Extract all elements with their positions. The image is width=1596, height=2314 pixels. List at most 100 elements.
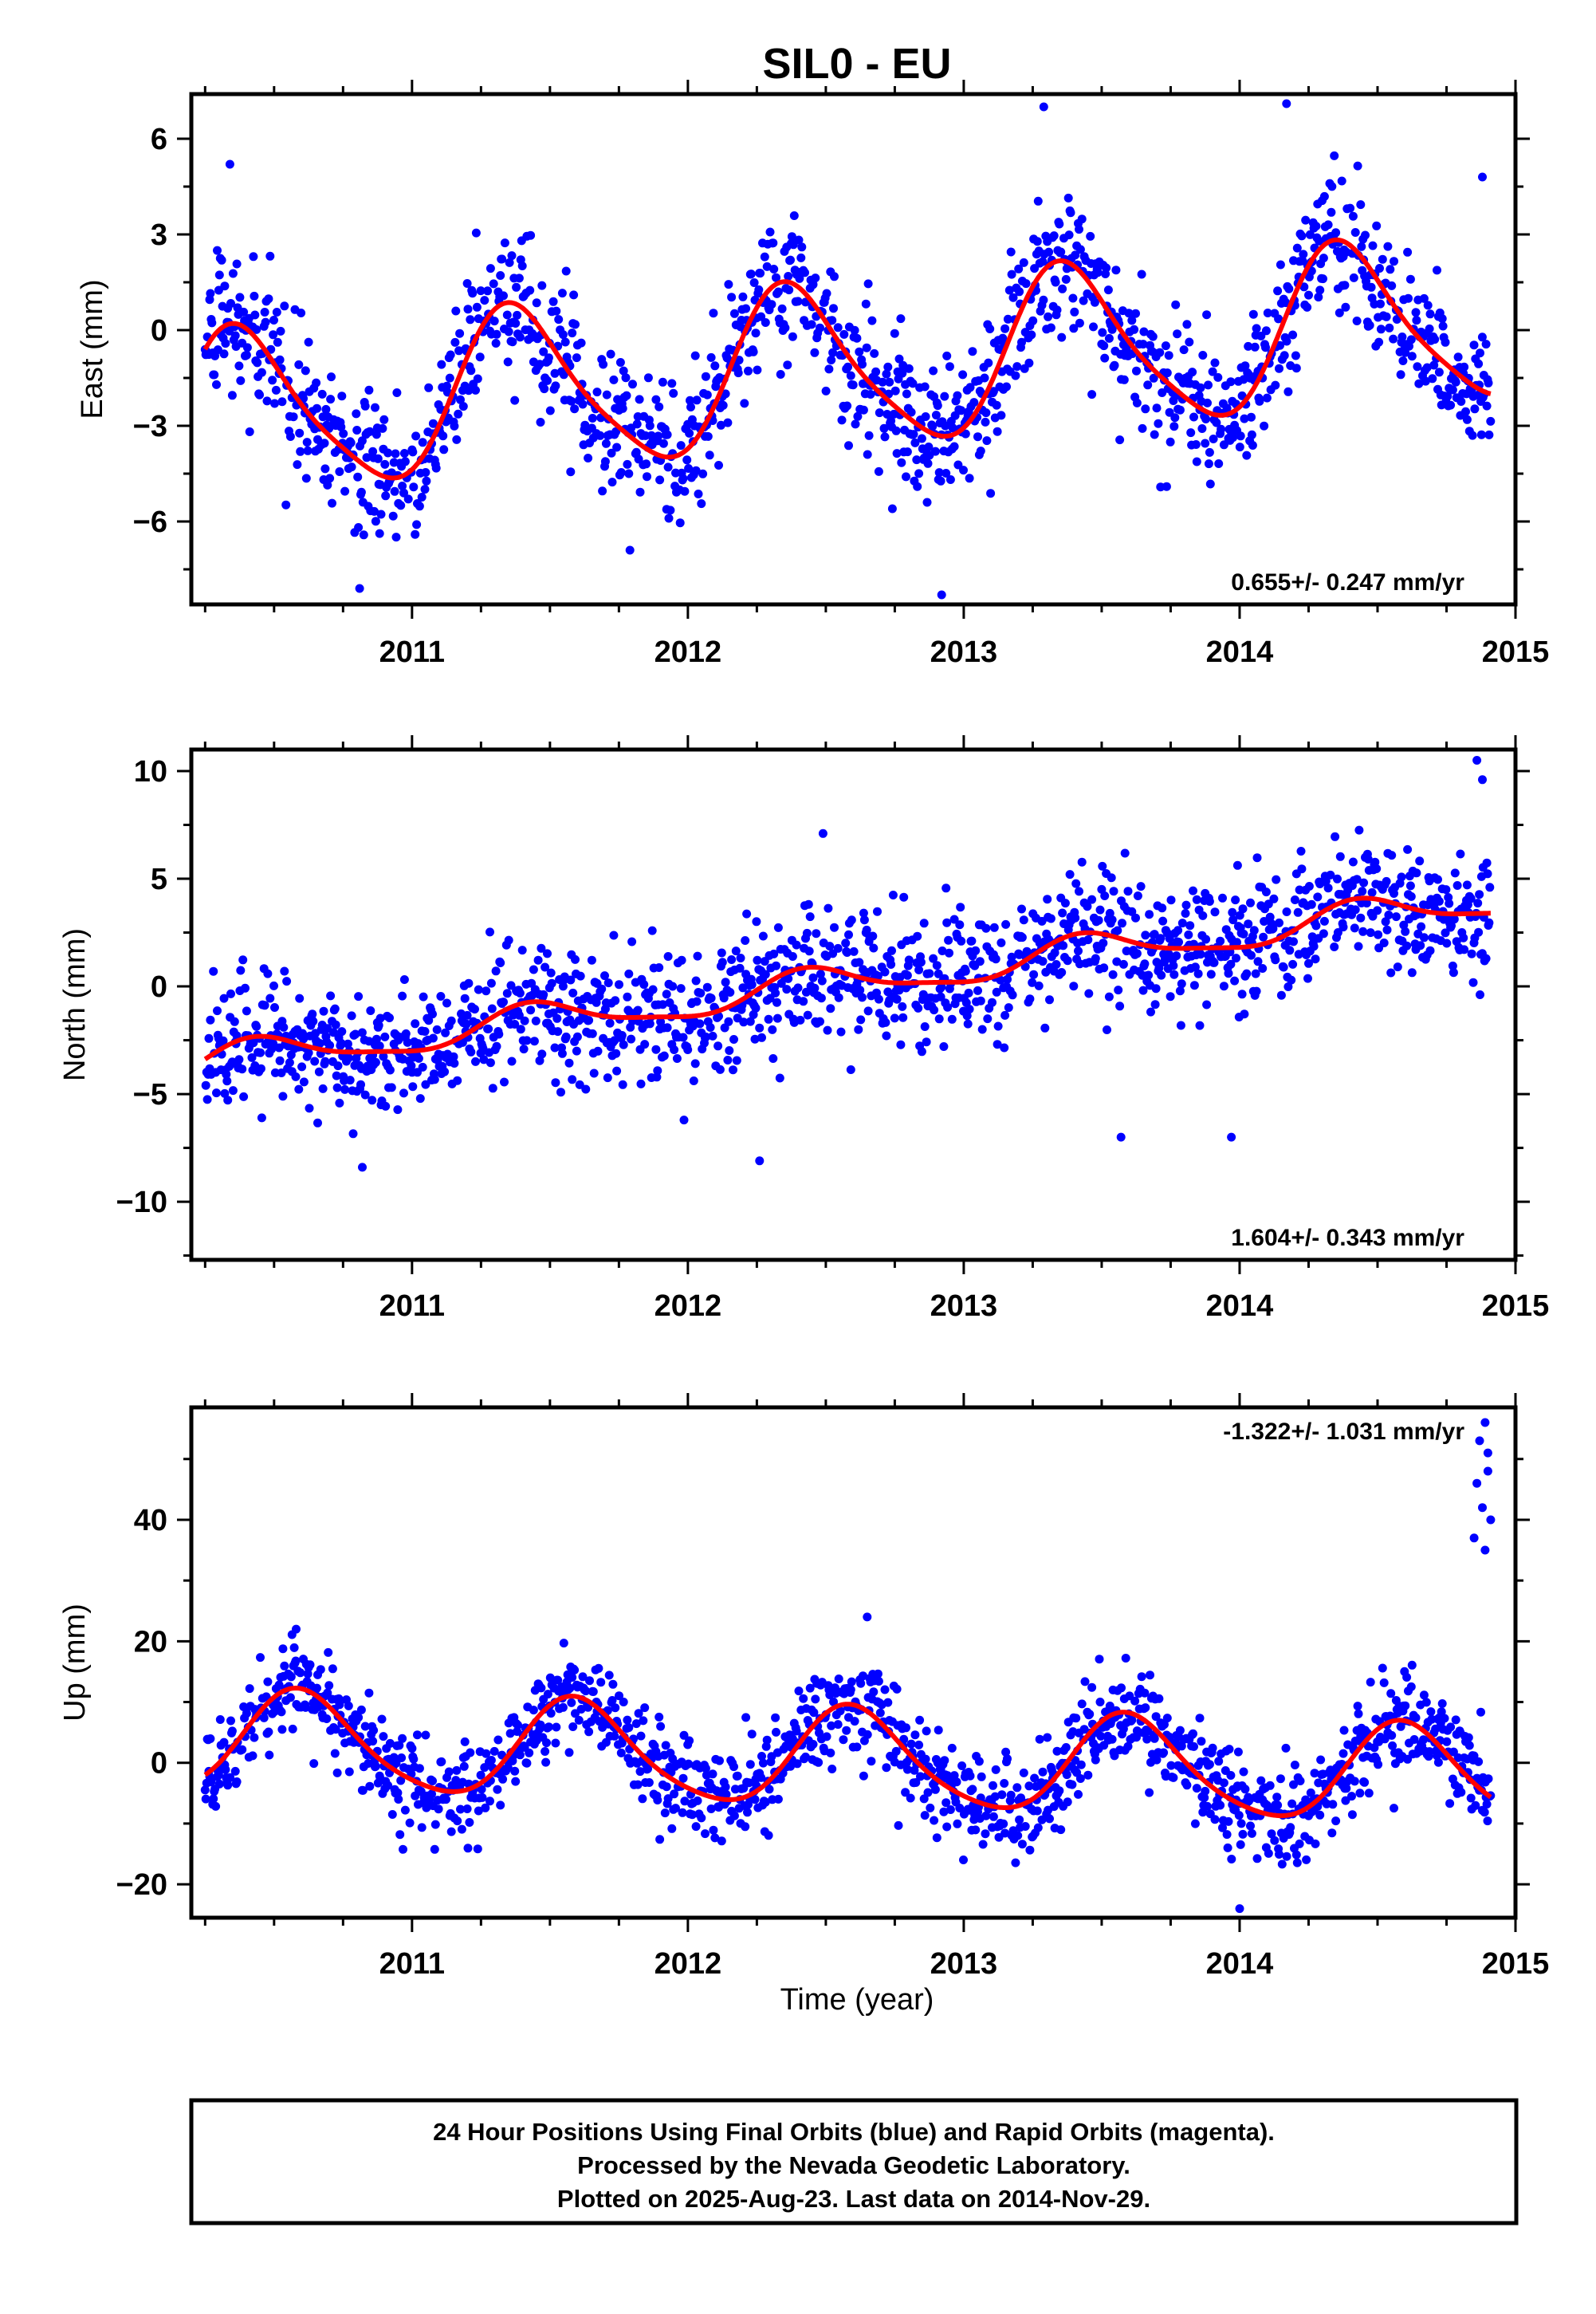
- north-point: [496, 958, 505, 967]
- up-point: [1341, 1796, 1350, 1805]
- north-point: [823, 1025, 832, 1035]
- north-point: [932, 961, 941, 970]
- east-point: [1250, 342, 1260, 352]
- north-point: [442, 998, 451, 1008]
- up-point: [421, 1730, 430, 1740]
- up-point: [915, 1715, 925, 1725]
- east-point: [985, 325, 995, 333]
- north-point: [1348, 857, 1358, 867]
- up-point: [1095, 1698, 1105, 1706]
- footer-line-2: Processed by the Nevada Geodetic Laborat…: [577, 2151, 1130, 2179]
- east-point: [1340, 281, 1350, 290]
- up-point: [263, 1677, 273, 1686]
- east-point: [655, 402, 664, 411]
- east-point: [1476, 348, 1484, 358]
- north-point: [775, 1073, 784, 1083]
- east-point: [811, 274, 820, 283]
- north-point: [1374, 930, 1383, 939]
- north-point: [1095, 905, 1105, 915]
- east-point: [787, 232, 796, 242]
- north-point: [332, 1071, 341, 1080]
- up-point: [546, 1709, 556, 1718]
- north-point: [1138, 986, 1148, 995]
- east-point: [466, 315, 475, 325]
- east-point: [965, 383, 975, 392]
- north-point: [319, 1006, 328, 1016]
- up-point: [772, 1727, 780, 1737]
- north-point: [683, 1045, 693, 1054]
- east-point: [1280, 351, 1289, 360]
- east-point: [554, 315, 564, 325]
- up-point: [396, 1776, 406, 1785]
- north-point: [1228, 915, 1238, 925]
- up-point: [391, 1758, 401, 1768]
- east-point: [824, 364, 834, 374]
- east-point: [550, 368, 560, 378]
- east-point: [233, 303, 242, 313]
- north-point: [1247, 950, 1256, 960]
- east-point: [293, 460, 302, 470]
- east-point: [250, 291, 259, 301]
- up-point: [221, 1765, 230, 1774]
- north-point: [830, 923, 839, 932]
- north-point: [345, 1076, 355, 1085]
- east-point: [411, 431, 421, 441]
- up-point: [278, 1644, 288, 1654]
- up-point: [288, 1724, 297, 1734]
- east-point: [1319, 254, 1328, 263]
- east-point: [1405, 274, 1415, 284]
- up-point: [687, 1810, 697, 1820]
- north-point: [529, 1037, 539, 1046]
- north-point: [1008, 990, 1017, 1000]
- up-outlier-point: [1480, 1545, 1490, 1555]
- north-point: [1190, 962, 1200, 972]
- east-point: [352, 409, 361, 419]
- north-point: [1115, 1002, 1125, 1011]
- east-point: [326, 395, 336, 404]
- north-point: [1103, 1025, 1111, 1034]
- up-point: [750, 1795, 760, 1804]
- north-point: [1058, 908, 1067, 918]
- up-point: [1224, 1816, 1233, 1826]
- north-point: [745, 1017, 755, 1026]
- up-point: [511, 1777, 521, 1786]
- east-point: [643, 472, 651, 482]
- east-point: [986, 489, 996, 498]
- up-point: [799, 1694, 808, 1703]
- east-point: [1323, 220, 1333, 230]
- north-point: [1462, 880, 1472, 890]
- chart-title: SIL0 - EU: [762, 40, 951, 88]
- north-point: [1403, 844, 1413, 854]
- north-point: [500, 1077, 509, 1087]
- east-y-tick-label: 6: [151, 123, 167, 156]
- east-point: [1186, 428, 1196, 438]
- east-point: [862, 343, 871, 352]
- east-point: [635, 395, 644, 404]
- east-point: [347, 462, 356, 472]
- north-point: [282, 977, 292, 986]
- up-point: [324, 1647, 333, 1657]
- north-outlier-point: [1472, 756, 1482, 765]
- north-point: [529, 965, 538, 974]
- up-point: [1012, 1783, 1022, 1793]
- up-point: [360, 1722, 370, 1731]
- east-point: [1237, 391, 1247, 400]
- east-point: [252, 325, 261, 334]
- east-point: [941, 469, 951, 478]
- north-point: [991, 954, 1000, 964]
- up-point: [1388, 1741, 1397, 1750]
- north-point: [219, 994, 229, 1003]
- up-point: [701, 1764, 710, 1773]
- north-point: [571, 954, 580, 964]
- east-point: [1425, 324, 1434, 333]
- north-point: [1467, 949, 1476, 958]
- east-point: [1039, 295, 1048, 305]
- north-point: [677, 955, 686, 965]
- up-point: [610, 1731, 619, 1741]
- east-point: [437, 360, 446, 369]
- north-point: [401, 1029, 411, 1038]
- east-point: [931, 411, 941, 420]
- north-point: [460, 994, 470, 1003]
- up-outlier-point: [1483, 1466, 1492, 1476]
